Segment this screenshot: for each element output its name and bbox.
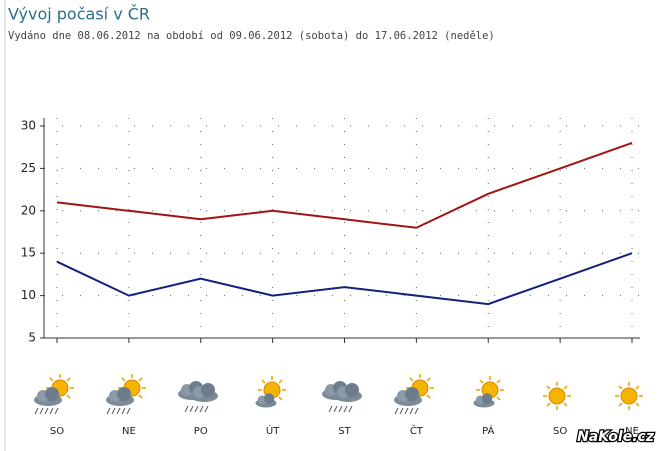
subtitle: Vydáno dne 08.06.2012 na období od 09.06… — [8, 30, 495, 42]
y-tick-label: 20 — [21, 203, 36, 217]
x-tick-label: PÁ — [482, 424, 494, 437]
x-tick-label: ČT — [410, 424, 424, 437]
y-tick-label: 30 — [21, 119, 36, 133]
x-tick-label: ST — [338, 426, 351, 437]
y-tick-label: 5 — [28, 331, 36, 345]
y-tick-label: 10 — [21, 288, 36, 302]
line-series — [56, 252, 633, 306]
y-tick-label: 25 — [21, 161, 36, 175]
x-tick-label: ÚT — [266, 424, 280, 437]
x-tick-label: PO — [194, 426, 208, 437]
x-tick-label: NE — [122, 426, 136, 437]
x-tick-label: NE — [625, 426, 639, 437]
line-series — [56, 142, 633, 229]
x-tick-label: SO — [50, 426, 64, 437]
x-tick-label: SO — [553, 426, 567, 437]
watermark: NaKole.cz — [577, 429, 655, 445]
weather-icons — [34, 374, 644, 414]
title: Vývoj počasí v ČR — [8, 5, 150, 24]
y-tick-label: 15 — [21, 246, 36, 260]
